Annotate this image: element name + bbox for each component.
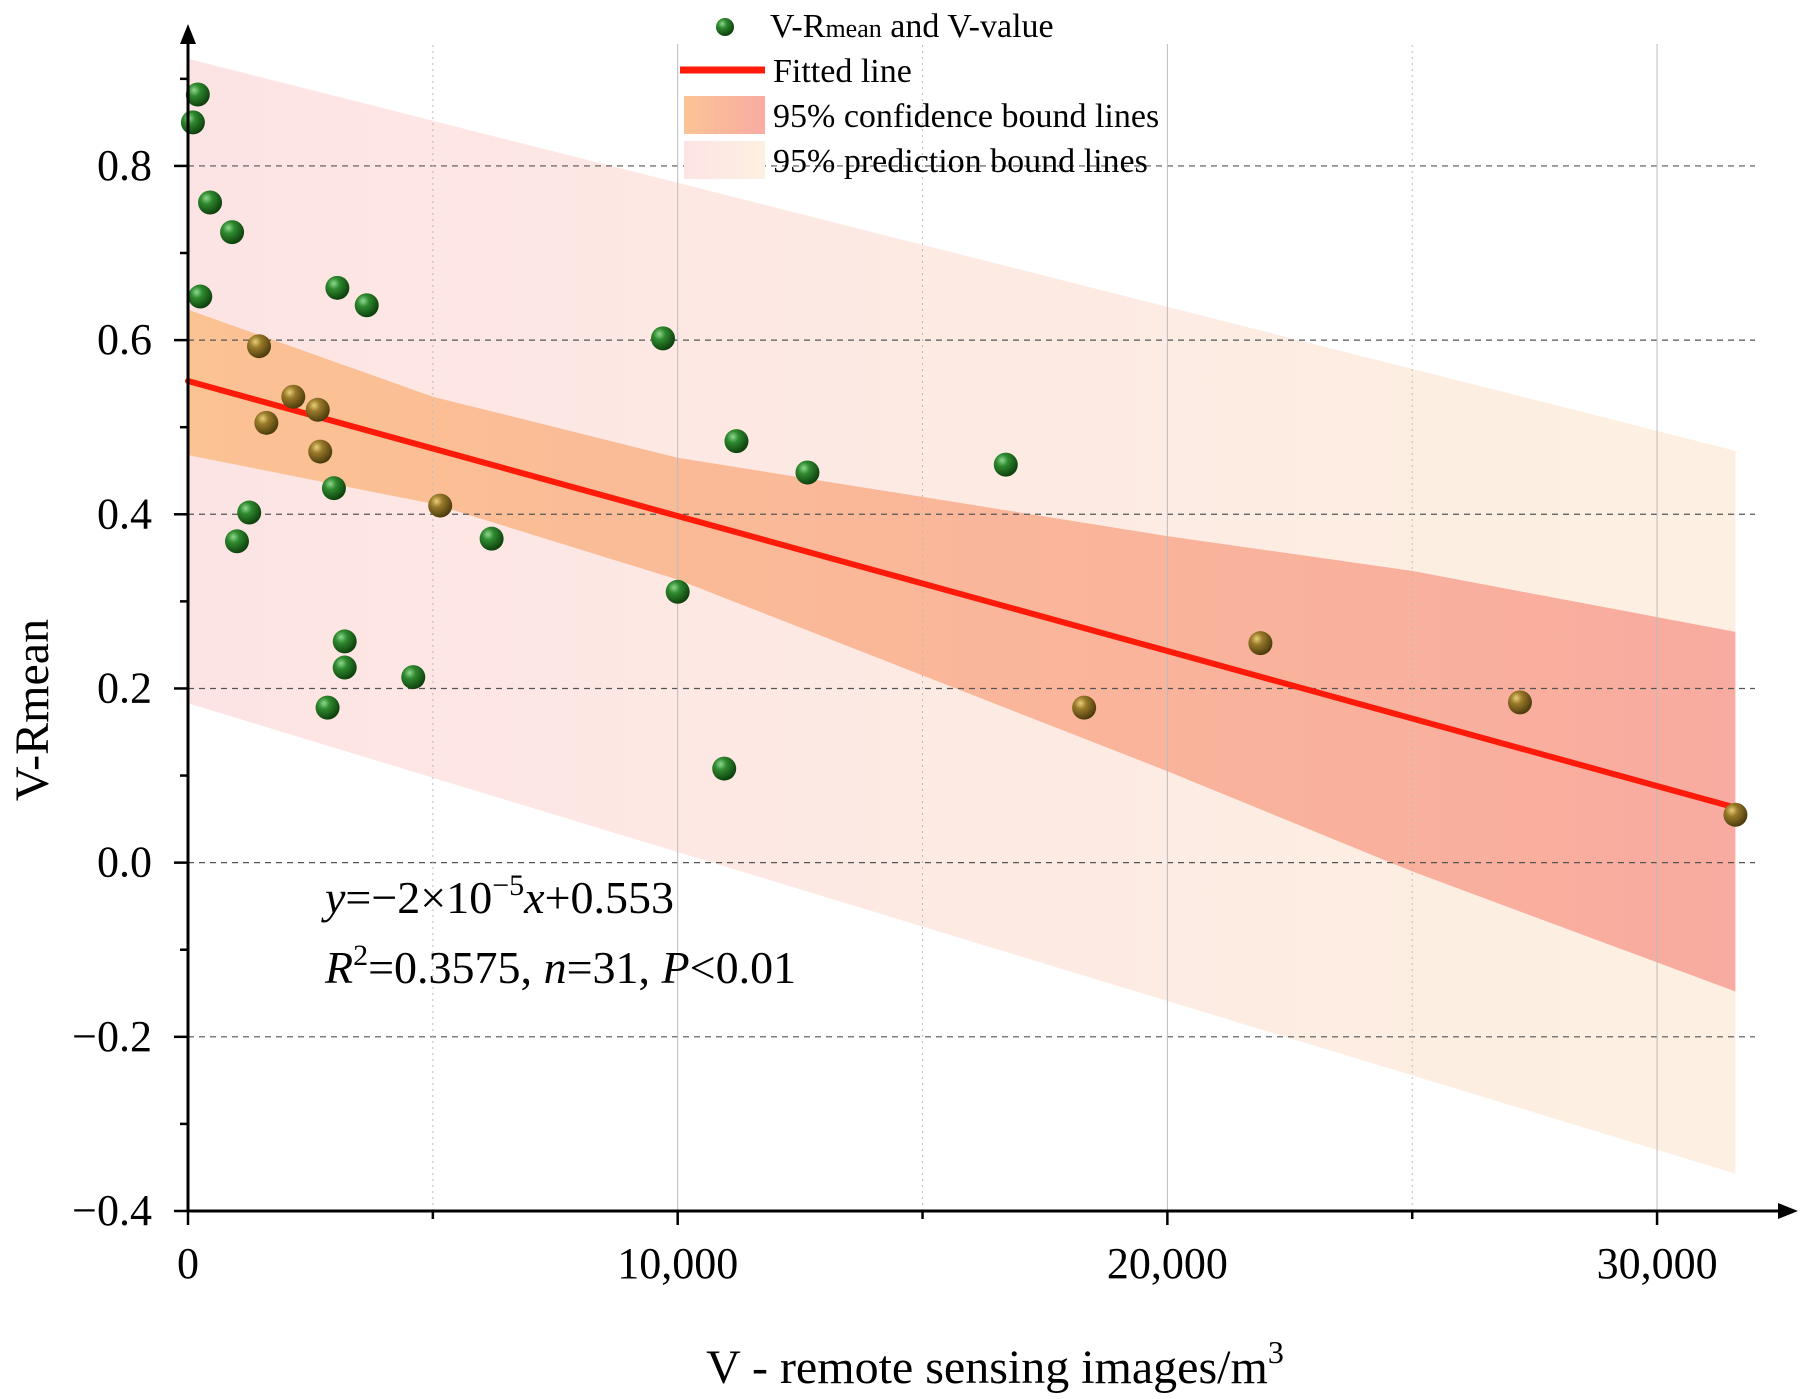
y-tick-label: −0.4: [72, 1186, 152, 1235]
data-point: [254, 410, 279, 435]
legend-confidence-label: 95% confidence bound lines: [773, 98, 1159, 135]
grid-layer: [188, 44, 1755, 1211]
y-tick-label: 0.8: [97, 141, 152, 190]
regression-annotation: y=−2×10−5x+0.553 R2=0.3575, n=31, P<0.01: [321, 869, 796, 993]
confidence-band: [188, 309, 1736, 992]
x-axis-arrow: [1778, 1203, 1798, 1219]
x-tick-label: 30,000: [1597, 1239, 1718, 1288]
data-point: [198, 190, 223, 215]
data-point: [332, 629, 357, 654]
data-point: [650, 326, 675, 351]
legend-points-label: V-Rmean and V-value: [770, 8, 1054, 45]
data-point: [993, 452, 1018, 477]
x-axis-title: V - remote sensing images/m3: [706, 1334, 1284, 1394]
data-point: [325, 275, 350, 300]
data-point: [1248, 631, 1273, 656]
axes-layer: −0.4 −0.2 0.0 0.2 0.4 0.6 0.8 0 10,000 20,000 30,0…: [72, 24, 1798, 1288]
legend: V-Rmean and V-value Fitted line 95% conf…: [680, 8, 1159, 180]
data-point: [354, 293, 379, 318]
data-point: [224, 529, 249, 554]
legend-fit-label: Fitted line: [773, 53, 912, 90]
data-point: [1723, 802, 1748, 827]
data-point: [795, 460, 820, 485]
y-tick-label: 0.0: [97, 838, 152, 887]
data-point: [724, 429, 749, 454]
data-point: [332, 655, 357, 680]
data-point: [188, 284, 213, 309]
data-point: [315, 695, 340, 720]
y-axis-arrow: [180, 24, 196, 44]
y-tick-label: 0.4: [97, 489, 152, 538]
data-point: [305, 397, 330, 422]
legend-point-marker: [716, 18, 734, 36]
legend-prediction-label: 95% prediction bound lines: [773, 143, 1148, 180]
data-point: [428, 493, 453, 518]
fitted-line: [185, 378, 1739, 811]
data-point: [220, 220, 245, 245]
regression-equation: y=−2×10−5x+0.553: [321, 869, 674, 923]
data-point: [1507, 690, 1532, 715]
data-point: [185, 82, 210, 107]
legend-prediction-swatch: [684, 141, 765, 179]
data-point: [281, 384, 306, 409]
y-tick-label: 0.2: [97, 663, 152, 712]
x-tick-label: 0: [177, 1239, 199, 1288]
data-point: [308, 439, 333, 464]
y-tick-label: 0.6: [97, 315, 152, 364]
data-point: [712, 756, 737, 781]
data-point: [321, 476, 346, 501]
regression-stats: R2=0.3575, n=31, P<0.01: [324, 939, 796, 993]
legend-confidence-swatch: [684, 96, 765, 134]
data-point: [247, 334, 272, 359]
data-point: [479, 526, 504, 551]
y-tick-label: −0.2: [72, 1012, 152, 1061]
data-point: [180, 110, 205, 135]
data-point: [401, 665, 426, 690]
bands-layer: [188, 58, 1736, 1174]
data-point: [237, 500, 262, 525]
x-tick-label: 20,000: [1107, 1239, 1228, 1288]
fit-layer: [185, 378, 1739, 811]
data-point: [1072, 695, 1097, 720]
data-point: [665, 579, 690, 604]
y-axis-title: V-Rmean: [6, 619, 59, 801]
x-tick-label: 10,000: [617, 1239, 738, 1288]
